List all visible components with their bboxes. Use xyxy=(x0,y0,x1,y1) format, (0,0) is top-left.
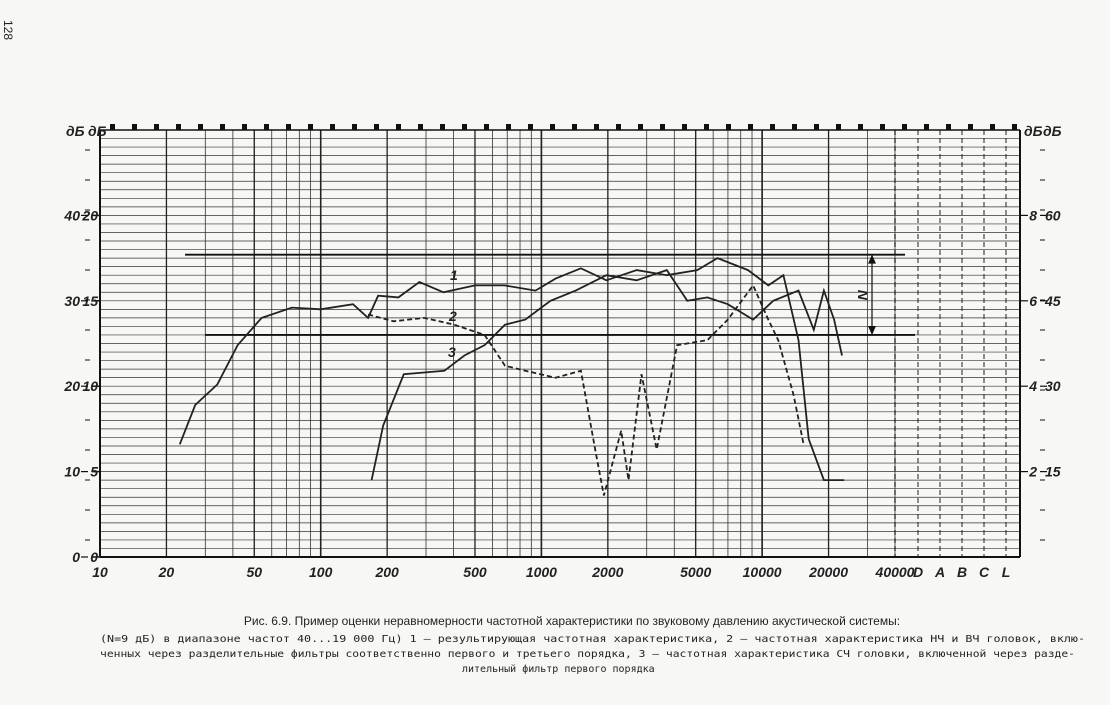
caption-line: лительный фильтр первого порядка xyxy=(462,663,655,675)
top-marker xyxy=(396,124,401,130)
top-marker xyxy=(176,124,181,130)
x-tick-label: 50 xyxy=(246,564,262,580)
y-axis-label: дБ xyxy=(1024,123,1043,139)
y-tick-label: 5 xyxy=(90,464,98,480)
caption-title: Рис. 6.9. Пример оценки неравномерности … xyxy=(244,614,900,628)
top-marker xyxy=(220,124,225,130)
top-marker xyxy=(330,124,335,130)
y-tick-label: 0 xyxy=(72,549,80,565)
x-tick-label: 20 xyxy=(158,564,175,580)
top-marker xyxy=(990,124,995,130)
column-label: L xyxy=(1002,564,1011,580)
top-marker xyxy=(792,124,797,130)
top-marker xyxy=(616,124,621,130)
top-marker xyxy=(594,124,599,130)
top-marker xyxy=(814,124,819,130)
y-tick-label: 20 xyxy=(63,378,80,394)
y-tick-label: 45 xyxy=(1044,293,1061,309)
top-marker xyxy=(858,124,863,130)
top-marker xyxy=(462,124,467,130)
top-marker xyxy=(110,124,115,130)
arrow-head xyxy=(868,254,876,335)
x-tick-label: 2000 xyxy=(591,564,623,580)
y-axis-label: дБ xyxy=(88,123,107,139)
top-marker xyxy=(924,124,929,130)
x-tick-label: 500 xyxy=(463,564,487,580)
top-marker xyxy=(572,124,577,130)
top-marker xyxy=(704,124,709,130)
x-tick-label: 1000 xyxy=(526,564,557,580)
annotation: N xyxy=(855,290,871,301)
top-marker xyxy=(748,124,753,130)
top-marker xyxy=(1012,124,1017,130)
top-marker xyxy=(374,124,379,130)
curve xyxy=(367,283,805,496)
top-marker xyxy=(726,124,731,130)
y-axis-label: дБ xyxy=(1043,123,1062,139)
top-marker xyxy=(550,124,555,130)
x-tick-label: 40000 xyxy=(875,564,915,580)
y-axis-label: дБ xyxy=(66,123,85,139)
top-marker xyxy=(836,124,841,130)
x-tick-label: 10 xyxy=(92,564,108,580)
curve xyxy=(178,257,845,481)
curve-label: 3 xyxy=(448,344,456,360)
column-label: B xyxy=(957,564,967,580)
y-tick-label: 20 xyxy=(81,207,98,223)
curve xyxy=(370,269,843,481)
top-marker xyxy=(880,124,885,130)
top-marker xyxy=(154,124,159,130)
y-tick-label: 4 xyxy=(1028,378,1037,394)
x-tick-label: 5000 xyxy=(680,564,711,580)
y-tick-label: 15 xyxy=(1045,464,1061,480)
y-tick-label: 6 xyxy=(1029,293,1037,309)
top-marker xyxy=(902,124,907,130)
top-marker xyxy=(660,124,665,130)
x-tick-label: 100 xyxy=(309,564,333,580)
curve-label: 1 xyxy=(450,267,458,283)
column-label: D xyxy=(913,564,923,580)
y-tick-label: 60 xyxy=(1045,207,1061,223)
y-tick-label: 2 xyxy=(1028,464,1037,480)
y-tick-label: 30 xyxy=(64,293,80,309)
y-tick-label: 10 xyxy=(64,464,80,480)
y-tick-label: 15 xyxy=(82,293,98,309)
top-marker xyxy=(946,124,951,130)
top-marker xyxy=(286,124,291,130)
top-marker xyxy=(418,124,423,130)
y-tick-label: 40 xyxy=(63,207,80,223)
top-marker xyxy=(440,124,445,130)
top-marker xyxy=(968,124,973,130)
column-label: C xyxy=(979,564,990,580)
top-marker xyxy=(528,124,533,130)
top-marker xyxy=(638,124,643,130)
page-number: 128 xyxy=(1,20,15,40)
top-marker xyxy=(682,124,687,130)
x-tick-label: 10000 xyxy=(743,564,782,580)
y-tick-label: 0 xyxy=(90,549,98,565)
caption-line: (N=9 дБ) в диапазоне частот 40...19 000 … xyxy=(100,634,1085,645)
y-tick-label: 30 xyxy=(1045,378,1061,394)
top-marker xyxy=(770,124,775,130)
top-marker xyxy=(264,124,269,130)
caption-line: ченных через разделительные фильтры соот… xyxy=(100,648,1075,660)
y-tick-label: 8 xyxy=(1029,207,1037,223)
x-tick-label: 200 xyxy=(374,564,399,580)
top-marker xyxy=(484,124,489,130)
curve-label: 2 xyxy=(448,308,457,324)
column-label: A xyxy=(934,564,945,580)
top-marker xyxy=(132,124,137,130)
plot: 10 20 50 100 200 500 1000 2000 5000 10000 20000 400… xyxy=(63,123,1061,580)
x-tick-label: 20000 xyxy=(808,564,848,580)
top-marker xyxy=(198,124,203,130)
top-marker xyxy=(506,124,511,130)
top-marker xyxy=(242,124,247,130)
top-marker xyxy=(352,124,357,130)
top-marker xyxy=(308,124,313,130)
